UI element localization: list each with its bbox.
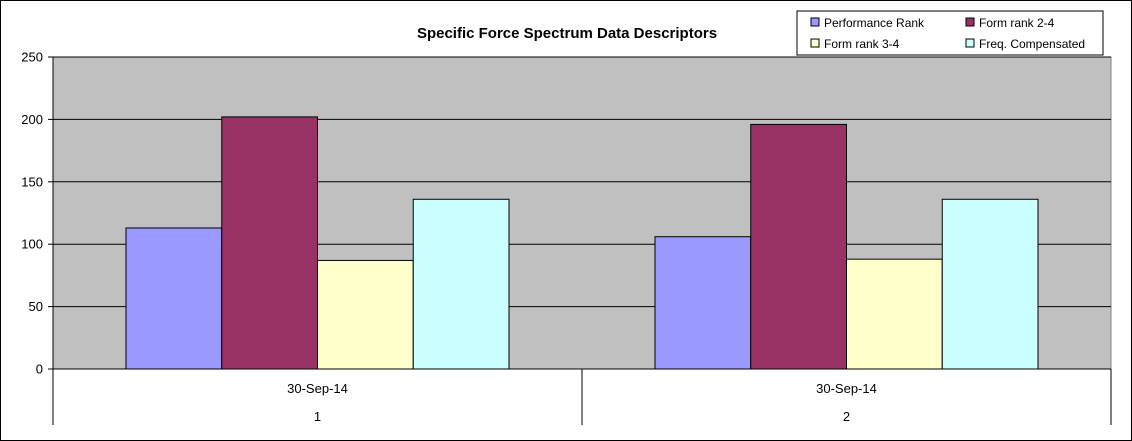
legend: Performance Rank Form rank 2-4 Form rank 3… [796, 10, 1104, 56]
bar [941, 198, 1039, 370]
y-tick-label: 100 [21, 237, 43, 252]
chart-title: Specific Force Spectrum Data Descriptors [417, 25, 717, 42]
x-group-label: 2 [843, 409, 850, 424]
bar [125, 227, 223, 370]
legend-label: Form rank 3-4 [824, 37, 900, 51]
legend-swatch [810, 38, 820, 48]
y-tick-label: 50 [29, 299, 43, 314]
bar [750, 123, 847, 370]
bar [221, 116, 319, 370]
bar [846, 258, 943, 370]
y-tick-label: 0 [36, 362, 43, 377]
x-tick-label: 30-Sep-14 [816, 381, 877, 396]
y-tick-label: 200 [21, 112, 43, 127]
legend-label: Form rank 2-4 [979, 16, 1055, 30]
bar [412, 198, 510, 370]
legend-swatch [810, 17, 820, 27]
x-group-label: 1 [314, 409, 321, 424]
legend-label: Performance Rank [824, 16, 925, 30]
x-tick-label: 30-Sep-14 [287, 381, 348, 396]
bar [654, 236, 752, 370]
legend-label: Freq. Compensated [979, 37, 1085, 51]
axes: 0 50 100 150 200 250 30-Sep-14 1 30-Sep-14 2 [21, 50, 1112, 425]
y-tick-label: 250 [21, 50, 43, 65]
legend-swatch [965, 38, 975, 48]
bar [317, 259, 414, 370]
legend-box [796, 10, 1104, 56]
legend-swatch [965, 17, 975, 27]
y-tick-label: 150 [21, 174, 43, 189]
bars [125, 116, 1039, 370]
